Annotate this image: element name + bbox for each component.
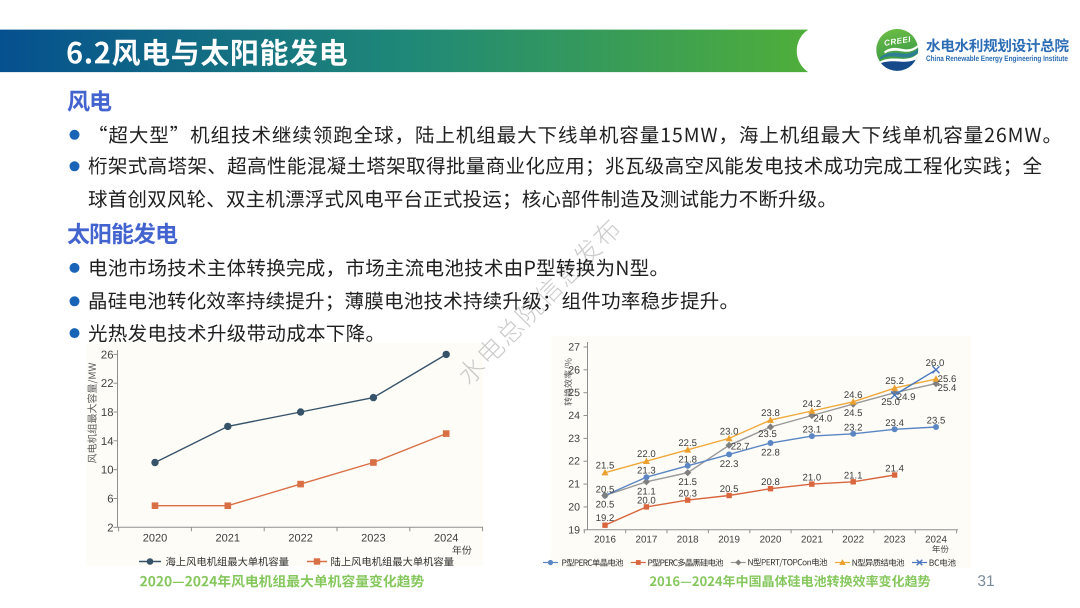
svg-text:2: 2 [107, 522, 113, 534]
svg-text:18: 18 [101, 407, 114, 419]
svg-text:25.2: 25.2 [885, 376, 904, 387]
svg-text:21.5: 21.5 [596, 461, 615, 472]
svg-text:2016: 2016 [594, 535, 616, 546]
svg-text:27: 27 [568, 342, 580, 354]
svg-text:China Renewable Energy Enginee: China Renewable Energy Engineering Insti… [926, 54, 1068, 63]
svg-text:19.2: 19.2 [596, 513, 615, 524]
svg-text:2021: 2021 [216, 533, 240, 545]
svg-text:22.5: 22.5 [678, 438, 697, 449]
svg-text:23.5: 23.5 [758, 429, 777, 440]
svg-text:25.4: 25.4 [938, 383, 957, 394]
svg-text:23.4: 23.4 [885, 418, 904, 429]
svg-text:24: 24 [568, 410, 580, 422]
svg-text:21: 21 [568, 479, 580, 491]
svg-text:10: 10 [101, 465, 114, 477]
svg-text:22.8: 22.8 [761, 448, 780, 459]
svg-text:2022: 2022 [288, 533, 312, 545]
svg-text:2019: 2019 [718, 535, 740, 546]
svg-text:23.2: 23.2 [844, 422, 863, 433]
svg-text:22.3: 22.3 [720, 459, 739, 470]
svg-text:20.8: 20.8 [761, 477, 780, 488]
svg-text:2017: 2017 [636, 535, 658, 546]
svg-text:6: 6 [107, 494, 113, 506]
svg-text:2024: 2024 [434, 533, 458, 545]
svg-text:23.5: 23.5 [927, 416, 946, 427]
svg-text:24.9: 24.9 [897, 392, 916, 403]
svg-text:20.5: 20.5 [720, 484, 739, 495]
svg-text:2018: 2018 [677, 535, 699, 546]
svg-text:21.1: 21.1 [637, 486, 656, 497]
svg-text:20: 20 [568, 501, 580, 513]
svg-text:23: 23 [568, 433, 580, 445]
svg-text:31: 31 [977, 573, 994, 590]
svg-text:22: 22 [568, 456, 580, 468]
svg-text:24.5: 24.5 [844, 408, 863, 419]
svg-text:21.5: 21.5 [678, 477, 697, 488]
svg-text:20.5: 20.5 [596, 500, 615, 511]
svg-text:20.3: 20.3 [678, 489, 697, 500]
svg-text:19: 19 [568, 524, 580, 536]
svg-text:14: 14 [101, 436, 114, 448]
svg-text:21.8: 21.8 [678, 454, 697, 465]
svg-text:25.0: 25.0 [881, 397, 900, 408]
svg-text:22.0: 22.0 [637, 449, 656, 460]
svg-text:2020: 2020 [760, 535, 782, 546]
svg-text:20.0: 20.0 [637, 495, 656, 506]
svg-text:26: 26 [568, 364, 580, 376]
svg-text:23.8: 23.8 [761, 408, 780, 419]
svg-text:25.6: 25.6 [938, 374, 957, 385]
svg-text:21.1: 21.1 [844, 470, 863, 481]
svg-text:2024: 2024 [925, 535, 947, 546]
svg-text:23.1: 23.1 [803, 425, 822, 436]
svg-text:21.4: 21.4 [885, 464, 904, 475]
svg-text:2021: 2021 [801, 535, 823, 546]
svg-text:2020: 2020 [143, 533, 167, 545]
svg-text:20.5: 20.5 [596, 485, 615, 496]
svg-text:22: 22 [101, 378, 114, 390]
svg-text:2023: 2023 [361, 533, 385, 545]
svg-text:26.0: 26.0 [926, 358, 945, 369]
svg-text:25: 25 [568, 387, 580, 399]
svg-text:24.0: 24.0 [814, 414, 833, 425]
svg-text:24.6: 24.6 [844, 390, 863, 401]
svg-text:23.0: 23.0 [720, 426, 739, 437]
svg-text:22.7: 22.7 [731, 441, 750, 452]
svg-text:2023: 2023 [884, 535, 906, 546]
svg-text:26: 26 [101, 349, 114, 361]
svg-text:24.2: 24.2 [803, 399, 822, 410]
svg-text:21.3: 21.3 [637, 466, 656, 477]
svg-text:2022: 2022 [842, 535, 864, 546]
svg-text:21.0: 21.0 [803, 473, 822, 484]
